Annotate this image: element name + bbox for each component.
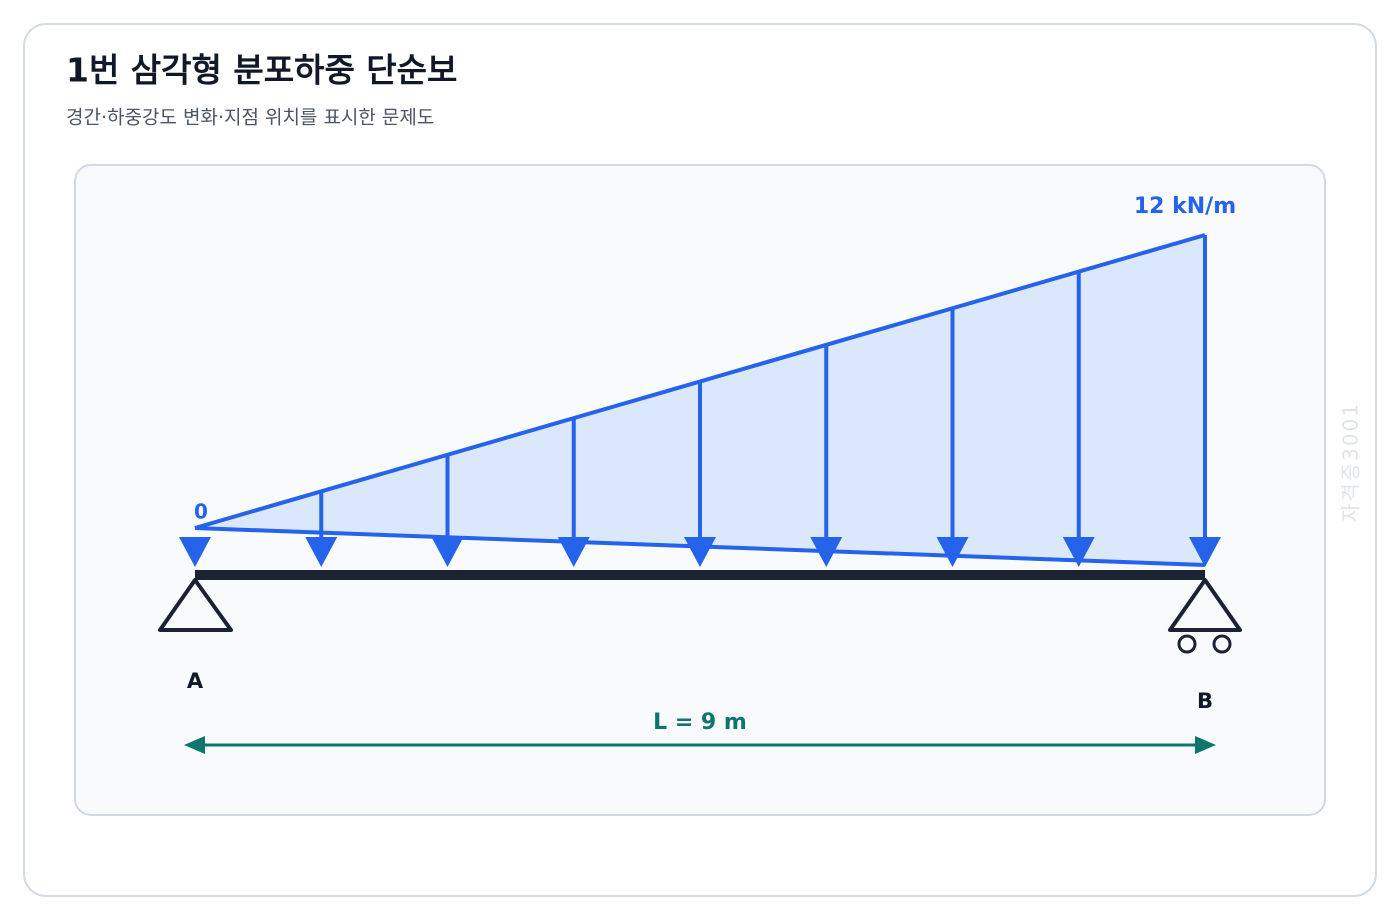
load-arrow-head	[684, 537, 716, 567]
pin-support	[158, 578, 233, 632]
load-arrow-head	[305, 537, 338, 567]
watermark: 자격증3001	[1339, 402, 1363, 522]
subtitle: 경간·하중강도 변화·지점 위치를 표시한 문제도	[66, 107, 434, 129]
support-label: B	[1197, 689, 1213, 713]
dimension-arrow	[184, 736, 205, 754]
support-label: A	[187, 669, 204, 693]
load-end-label: 12 kN/m	[1134, 194, 1236, 219]
load-arrow-head	[1062, 537, 1095, 567]
roller	[1212, 634, 1232, 654]
load-arrow-head	[431, 537, 464, 567]
load-start-label: 0	[194, 500, 208, 524]
load-arrow-head	[1189, 537, 1221, 567]
distributed-load	[179, 233, 1221, 567]
load-arrow-head	[810, 537, 843, 567]
title: 1번 삼각형 분포하중 단순보	[66, 51, 457, 90]
load-arrow-head	[179, 537, 211, 567]
load-arrow-head	[557, 537, 590, 567]
dimension-arrow	[1195, 736, 1216, 754]
span-label: L = 9 m	[653, 710, 747, 735]
load-arrow-head	[936, 537, 969, 567]
roller	[1177, 634, 1197, 654]
roller-support	[1168, 578, 1242, 632]
